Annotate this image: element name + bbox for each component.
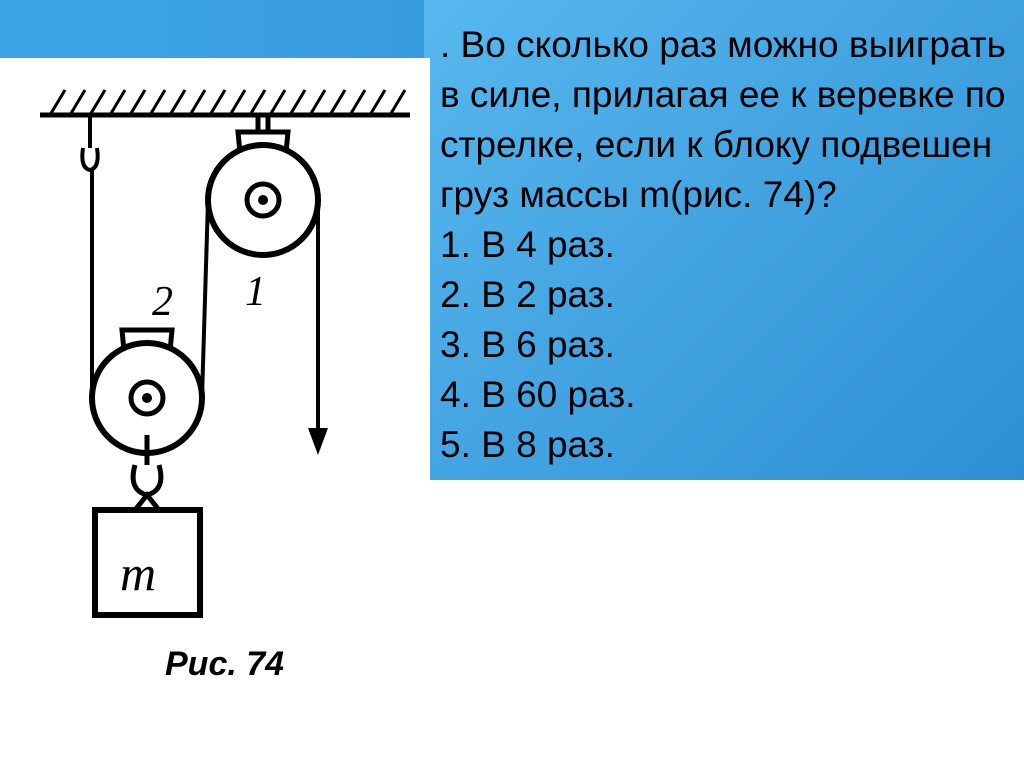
question-body: Во сколько раз можно выиграть в силе, пр… <box>440 24 1006 215</box>
leading-dot: . <box>440 24 450 65</box>
option-5: 5. В 8 раз. <box>440 420 1020 470</box>
option-3: 3. В 6 раз. <box>440 320 1020 370</box>
label-1: 1 <box>245 269 266 315</box>
pulley-svg: 1 2 m <box>20 70 420 710</box>
figure-caption: Рис. 74 <box>165 645 284 684</box>
pulley-diagram: 1 2 m <box>20 70 420 730</box>
text-block: . Во сколько раз можно выиграть в силе, … <box>440 20 1020 469</box>
option-4: 4. В 60 раз. <box>440 370 1020 420</box>
label-mass: m <box>120 545 156 601</box>
label-2: 2 <box>152 279 173 325</box>
question-text: . Во сколько раз можно выиграть в силе, … <box>440 20 1020 220</box>
option-1: 1. В 4 раз. <box>440 220 1020 270</box>
option-2: 2. В 2 раз. <box>440 270 1020 320</box>
